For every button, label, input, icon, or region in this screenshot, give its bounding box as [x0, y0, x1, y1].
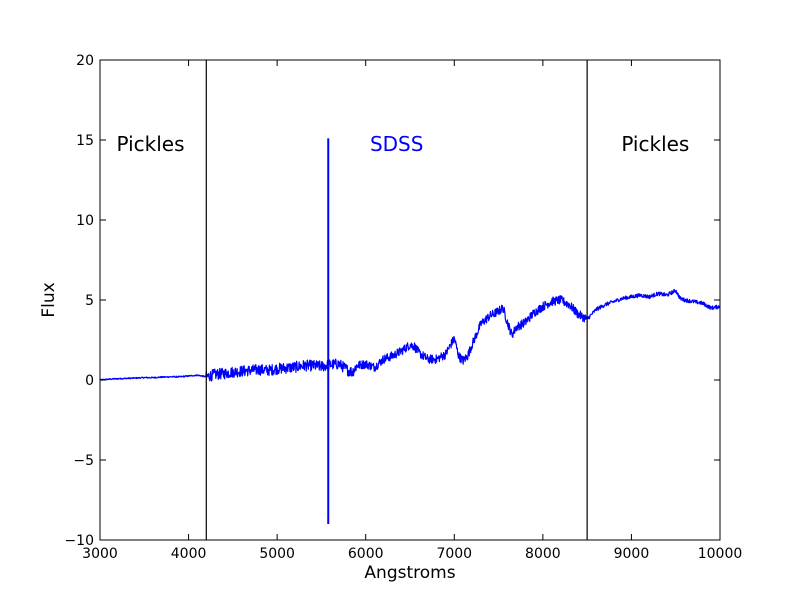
- x-tick-label: 7000: [436, 546, 472, 562]
- x-axis-label: Angstroms: [364, 563, 455, 583]
- region-annotation: SDSS: [370, 132, 424, 156]
- annotation-layer: Pickles SDSS Pickles: [116, 132, 689, 156]
- x-tick-label: 9000: [614, 546, 650, 562]
- x-tick-label: 3000: [82, 546, 118, 562]
- x-tick-label: 6000: [348, 546, 384, 562]
- y-tick-label: 15: [76, 133, 94, 149]
- x-tick-label: 4000: [171, 546, 207, 562]
- region-annotation: Pickles: [621, 132, 689, 156]
- y-tick-label: −5: [73, 453, 94, 469]
- y-tick-label: 0: [85, 373, 94, 389]
- region-annotation: Pickles: [116, 132, 184, 156]
- y-tick-label: 20: [76, 53, 94, 69]
- y-tick-label: −10: [64, 533, 94, 549]
- spectrum-series-line: [99, 288, 721, 382]
- y-tick-label: 5: [85, 293, 94, 309]
- y-tick-label: 10: [76, 213, 94, 229]
- x-tick-label: 5000: [259, 546, 295, 562]
- x-tick-label: 8000: [525, 546, 561, 562]
- y-axis-label: Flux: [39, 282, 59, 317]
- x-tick-label: 10000: [698, 546, 743, 562]
- plot-layer: [99, 60, 721, 540]
- tick-layer: 3000 4000 5000 6000 7000 8000 9000 10000 −10 −5 0 5…: [64, 53, 742, 562]
